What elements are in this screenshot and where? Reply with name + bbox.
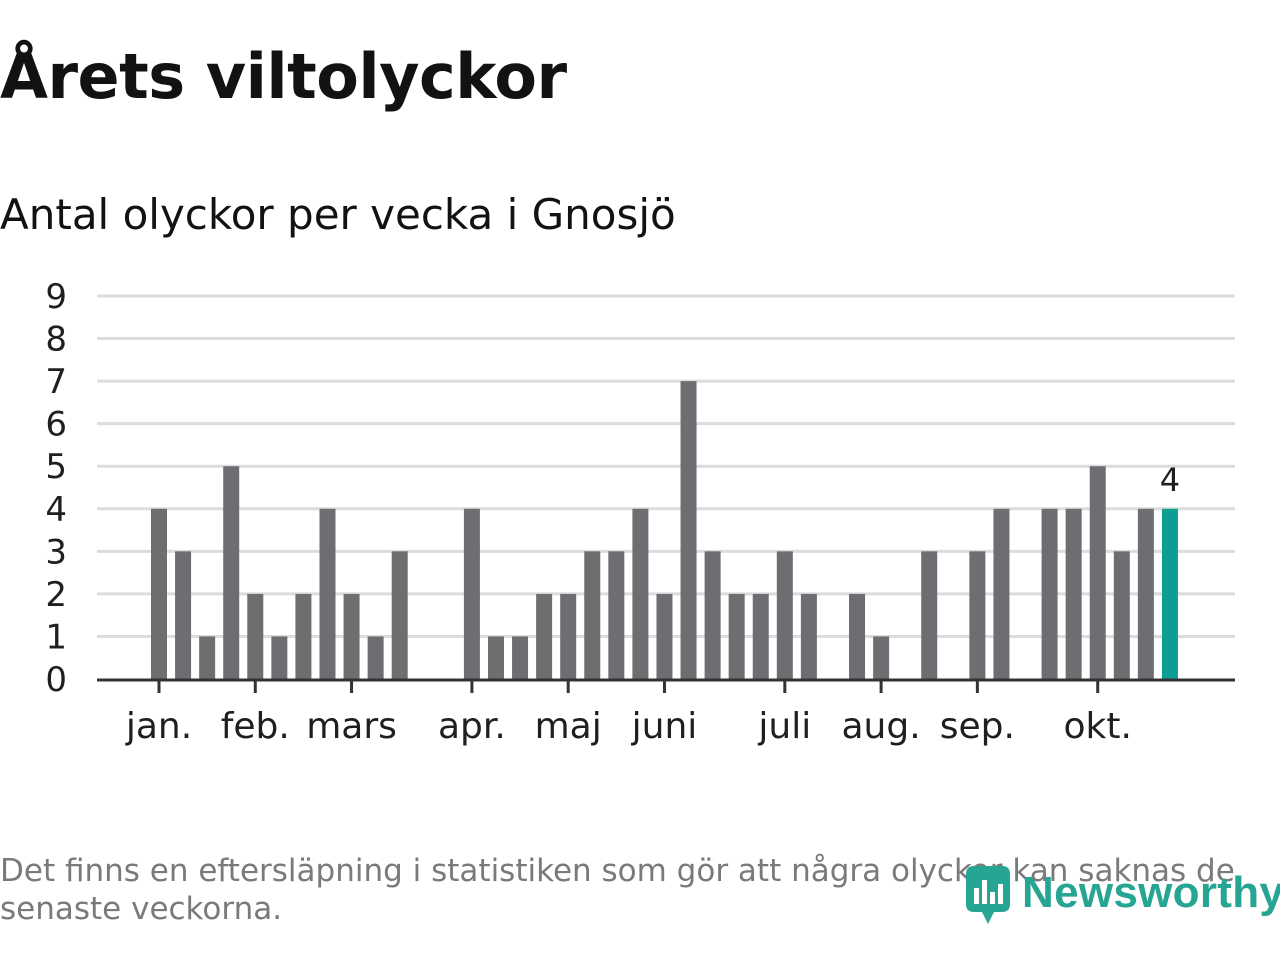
bar <box>319 508 336 679</box>
bar-highlight <box>1161 508 1178 679</box>
bar <box>800 593 817 679</box>
bar <box>584 551 601 679</box>
y-tick-label: 9 <box>45 277 67 317</box>
bar <box>151 508 167 679</box>
data-labels: 4 <box>1160 461 1180 499</box>
month-label: apr. <box>438 706 506 747</box>
bar <box>463 508 480 679</box>
bar <box>1089 466 1106 679</box>
y-tick-label: 1 <box>45 617 67 657</box>
bar <box>247 593 264 679</box>
chart-subtitle: Antal olyckor per vecka i Gnosjö <box>0 190 676 239</box>
footnote: Det finns en eftersläpning i statistiken… <box>0 853 1235 927</box>
gridlines <box>97 294 1235 638</box>
bar <box>271 636 288 679</box>
month-label: juni <box>631 706 698 747</box>
bar <box>367 636 384 679</box>
bar <box>993 508 1010 679</box>
y-tick-label: 0 <box>45 660 67 700</box>
month-label: sep. <box>940 706 1015 747</box>
y-tick-label: 5 <box>45 447 67 487</box>
bar <box>199 636 216 679</box>
highlight-data-label: 4 <box>1160 461 1180 499</box>
chart-title: Årets viltolyckor <box>0 40 567 113</box>
bar <box>608 551 625 679</box>
month-label: okt. <box>1064 706 1132 747</box>
bar <box>1137 508 1154 679</box>
y-tick-label: 2 <box>45 575 67 615</box>
bar <box>1041 508 1058 679</box>
month-label: jan. <box>125 706 192 747</box>
logo-text: Newsworthy <box>1022 868 1280 917</box>
month-label: mars <box>306 706 397 747</box>
bar <box>632 508 649 679</box>
newsworthy-logo: Newsworthy <box>962 858 1280 928</box>
bar <box>536 593 553 679</box>
y-tick-label: 4 <box>45 490 67 530</box>
y-tick-label: 3 <box>45 532 67 572</box>
y-tick-label: 8 <box>45 320 67 360</box>
bar <box>295 593 312 679</box>
month-label: feb. <box>221 706 290 747</box>
bar <box>776 551 793 679</box>
bar <box>560 593 577 679</box>
bar <box>656 593 673 679</box>
bar <box>921 551 938 679</box>
bar <box>752 593 769 679</box>
bar <box>223 466 240 679</box>
bar <box>343 593 360 679</box>
bars <box>151 381 1178 679</box>
bar <box>391 551 408 679</box>
x-axis <box>97 678 1235 693</box>
bar <box>487 636 504 679</box>
y-tick-label: 6 <box>45 405 67 445</box>
bar <box>969 551 986 679</box>
month-label: juli <box>757 706 811 747</box>
bar <box>512 636 529 679</box>
bar <box>704 551 721 679</box>
bar <box>175 551 192 679</box>
month-labels: jan. feb. mars apr. maj juni juli aug. sep. okt. <box>125 706 1132 747</box>
bar <box>873 636 890 679</box>
bar <box>680 381 697 679</box>
bar <box>728 593 745 679</box>
bar <box>849 593 866 679</box>
y-tick-label: 7 <box>45 362 67 402</box>
bar <box>1065 508 1082 679</box>
month-label: maj <box>535 706 602 747</box>
newsworthy-bar-icon <box>966 866 1010 924</box>
bar <box>1113 551 1130 679</box>
month-label: aug. <box>842 706 921 747</box>
